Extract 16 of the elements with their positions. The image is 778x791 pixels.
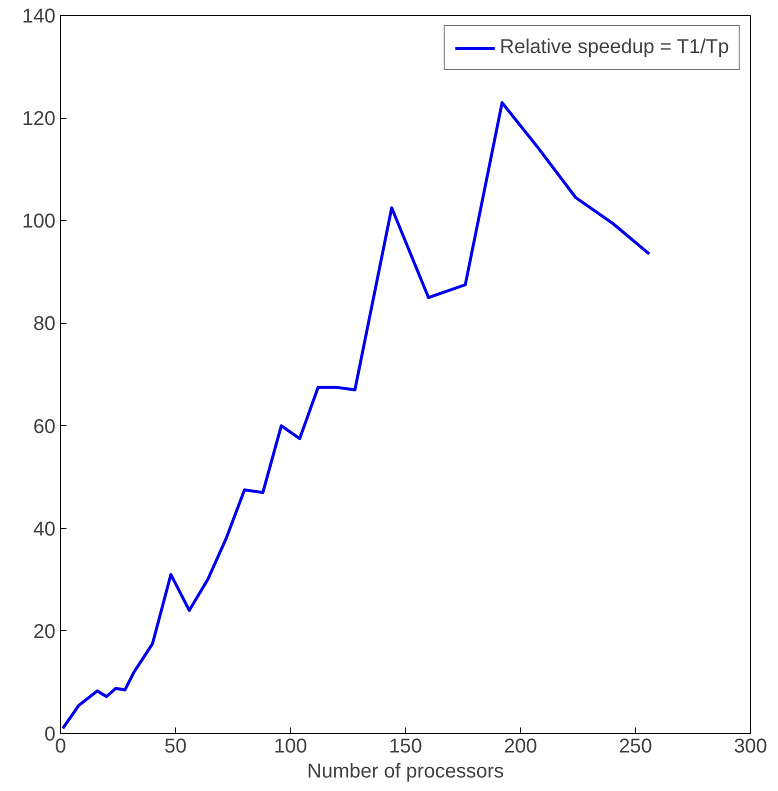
x-tick-label: 50 xyxy=(164,736,187,758)
y-tick-label: 100 xyxy=(22,210,56,233)
x-tick-label: 100 xyxy=(274,736,308,758)
y-tick-label: 60 xyxy=(33,416,56,438)
y-tick-label: 140 xyxy=(22,6,56,28)
x-tick-label: 200 xyxy=(504,736,538,758)
y-tick-label: 80 xyxy=(33,313,56,336)
x-axis-title: Number of processors xyxy=(307,760,504,782)
x-tick-label: 150 xyxy=(388,736,422,758)
line-series xyxy=(61,101,651,730)
x-tick-label: 300 xyxy=(734,736,768,758)
x-tick-label: 250 xyxy=(618,736,652,758)
y-tick-label: 40 xyxy=(33,518,56,540)
y-tick-label: 120 xyxy=(22,108,56,130)
y-tick-label: 20 xyxy=(33,620,56,643)
legend-label: Relative speedup = T1/Tp xyxy=(500,36,729,59)
